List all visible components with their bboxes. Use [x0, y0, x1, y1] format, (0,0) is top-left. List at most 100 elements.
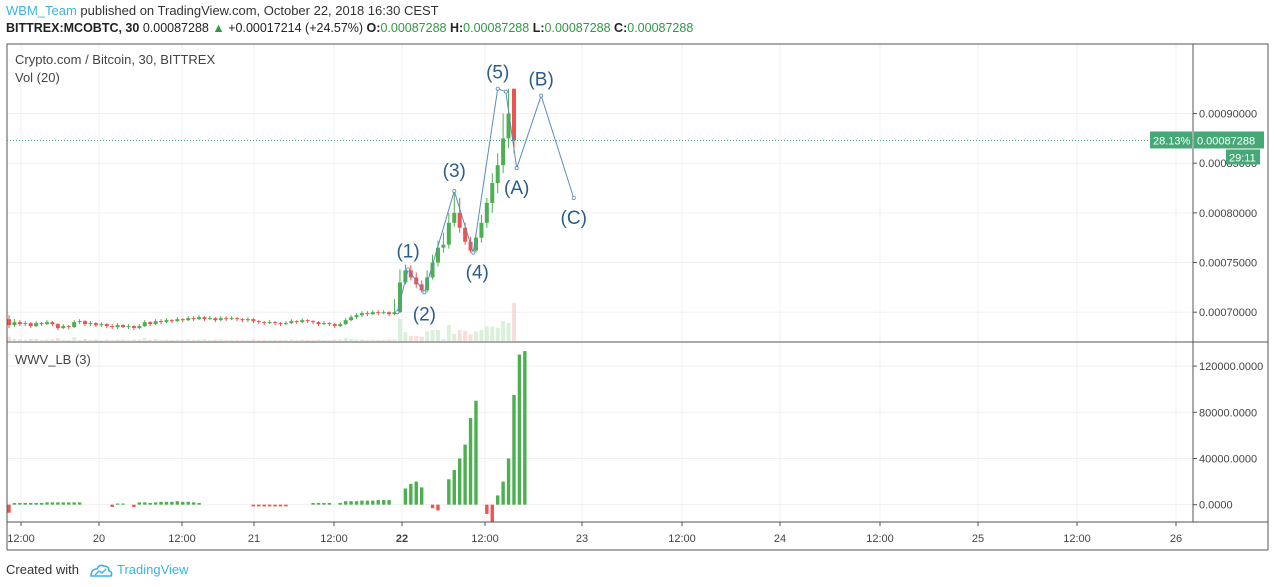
wwv-bar — [403, 488, 408, 505]
wwv-bar — [257, 504, 261, 507]
wwv-bar — [436, 504, 440, 511]
wwv-bar — [311, 502, 315, 505]
wave-point — [422, 290, 427, 295]
wwv-bar — [170, 501, 174, 505]
volume-bar — [294, 340, 299, 341]
wave-point — [395, 310, 400, 315]
pane-border — [6, 43, 1269, 523]
candle-body — [169, 320, 174, 322]
candle-body — [159, 321, 164, 323]
volume-bar — [229, 340, 234, 341]
time-tick-label: 21 — [248, 533, 260, 545]
time-tick-label: 12:00 — [866, 533, 894, 545]
candle-body — [175, 319, 180, 322]
volume-bar — [273, 340, 278, 341]
candle-body — [121, 325, 126, 328]
time-tick-label: 12:00 — [668, 533, 696, 545]
volume-bar — [99, 340, 104, 341]
indicator-tick-label: 80000.0000 — [1199, 407, 1257, 419]
volume-bar — [50, 339, 55, 341]
wwv-bar — [447, 479, 451, 505]
wwv-bar — [419, 487, 424, 505]
wwv-bar — [72, 502, 76, 505]
volume-bar — [34, 338, 39, 341]
wwv-bar — [349, 501, 353, 505]
candle-body — [218, 318, 223, 321]
wwv-bar — [523, 351, 527, 505]
price-tick-label: 0.00080000 — [1199, 208, 1257, 220]
candle-body — [148, 322, 153, 325]
indicator-axis[interactable]: 0.0000 40000.0000 80000.0000 120000.0000 — [1193, 361, 1263, 512]
wwv-bar — [517, 354, 522, 505]
wave-label: (3) — [443, 161, 466, 182]
time-axis[interactable]: 12:00 20 12:00 21 12:00 22 12:00 23 12:00 24 12:00… — [7, 522, 1182, 545]
volume-bar — [39, 340, 44, 341]
candle-body — [245, 319, 250, 321]
candle-body — [419, 284, 424, 291]
published-text: published on TradingView.com, October 22… — [80, 3, 439, 18]
wwv-bar — [197, 502, 201, 505]
candle-body — [99, 324, 104, 326]
volume-bar — [197, 339, 202, 341]
candle-body — [506, 113, 511, 139]
wave-label: (4) — [466, 263, 489, 284]
volume-bar — [61, 339, 66, 341]
volume-bar — [311, 340, 316, 341]
wave-label: (5) — [486, 63, 509, 84]
countdown-badge: 29:11 — [1229, 152, 1256, 164]
wwv-bar — [354, 501, 359, 505]
candle-body — [110, 326, 115, 328]
volume-bar — [131, 339, 136, 341]
candle-body — [142, 322, 147, 327]
wwv-bar — [186, 501, 190, 505]
volume-bar — [164, 339, 169, 341]
indicator-tick-label: 40000.0000 — [1199, 453, 1257, 465]
candle-body — [61, 326, 66, 329]
candle-body — [104, 324, 109, 327]
volume-bar — [110, 340, 115, 341]
volume-bar — [251, 339, 256, 341]
close-label: C: — [614, 21, 628, 35]
candle-body — [66, 326, 71, 328]
time-tick-label: 24 — [774, 533, 786, 545]
candle-body — [278, 323, 283, 325]
wwv-bar — [327, 502, 332, 505]
volume-bar — [213, 339, 218, 341]
main-grid — [7, 44, 1193, 342]
volume-bar — [473, 331, 478, 341]
volume-bar — [278, 340, 283, 341]
volume-bar — [425, 331, 430, 341]
volume-bar — [392, 339, 397, 341]
candle-body — [77, 321, 82, 323]
candle-body — [343, 320, 348, 325]
volume-bar — [506, 322, 511, 341]
candle-body — [197, 317, 202, 320]
tradingview-brand-link[interactable]: TradingView — [116, 562, 189, 577]
author-link[interactable]: WBM_Team — [6, 3, 77, 18]
volume-bars — [7, 302, 516, 341]
volume-bar — [77, 340, 82, 341]
candle-body — [468, 241, 473, 251]
volume-bar — [186, 339, 191, 341]
volume-bar — [240, 340, 245, 341]
wave-label: (A) — [504, 178, 529, 199]
candle-body — [251, 319, 256, 322]
volume-bar — [45, 339, 50, 341]
elliott-wave: (1) (2) (3) (4) (5) (A) (B) (C) — [395, 63, 587, 325]
indicator-tick-label: 120000.0000 — [1199, 361, 1263, 373]
tradingview-logo-icon[interactable] — [89, 564, 113, 577]
volume-bar — [321, 340, 326, 341]
candle-body — [354, 315, 359, 318]
volume-bar — [224, 340, 229, 341]
candle-body — [392, 312, 397, 315]
wwv-bars — [7, 351, 527, 522]
candle-body — [235, 318, 240, 320]
volume-bar — [511, 302, 516, 341]
candle-body — [484, 202, 489, 223]
candle-body — [164, 320, 169, 323]
wwv-bar — [121, 503, 125, 505]
wwv-bar — [501, 481, 505, 505]
candle-body — [273, 322, 278, 324]
volume-bar — [88, 340, 93, 341]
